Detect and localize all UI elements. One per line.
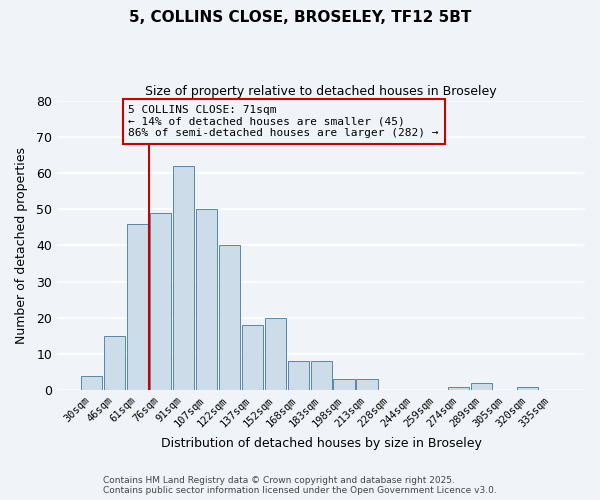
Title: Size of property relative to detached houses in Broseley: Size of property relative to detached ho… (145, 85, 497, 98)
Bar (334, 380, 355, 390)
Bar (196, 209, 217, 390)
Bar (311, 362, 332, 390)
X-axis label: Distribution of detached houses by size in Broseley: Distribution of detached houses by size … (161, 437, 482, 450)
Bar (265, 318, 286, 390)
Bar (81, 376, 102, 390)
Bar (517, 386, 538, 390)
Bar (471, 383, 492, 390)
Bar (356, 380, 377, 390)
Bar (173, 166, 194, 390)
Bar (287, 362, 309, 390)
Bar (104, 336, 125, 390)
Bar (150, 213, 171, 390)
Bar (242, 325, 263, 390)
Bar (219, 246, 240, 390)
Bar (127, 224, 148, 390)
Text: Contains HM Land Registry data © Crown copyright and database right 2025.
Contai: Contains HM Land Registry data © Crown c… (103, 476, 497, 495)
Text: 5, COLLINS CLOSE, BROSELEY, TF12 5BT: 5, COLLINS CLOSE, BROSELEY, TF12 5BT (129, 10, 471, 25)
Y-axis label: Number of detached properties: Number of detached properties (15, 147, 28, 344)
Bar (448, 386, 469, 390)
Text: 5 COLLINS CLOSE: 71sqm
← 14% of detached houses are smaller (45)
86% of semi-det: 5 COLLINS CLOSE: 71sqm ← 14% of detached… (128, 105, 439, 138)
